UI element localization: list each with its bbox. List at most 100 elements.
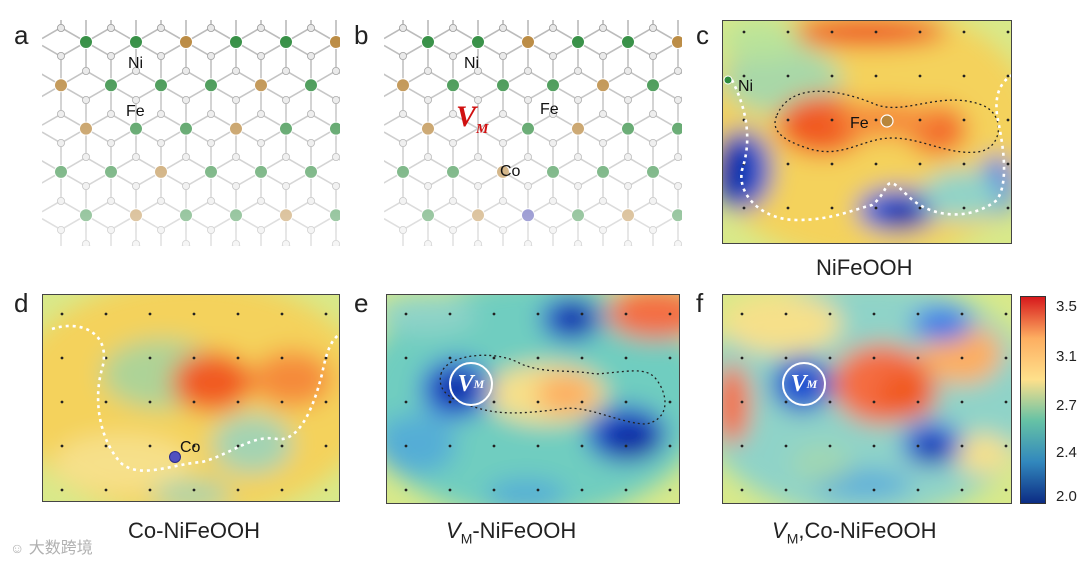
grid-dot — [668, 488, 672, 492]
map-blob — [152, 479, 232, 502]
grid-dot — [324, 312, 328, 316]
grid-dot — [104, 312, 108, 316]
grid-dot — [60, 400, 64, 404]
panel-label-a: a — [14, 20, 29, 50]
grid-dot — [668, 444, 672, 448]
grid-dot — [830, 30, 834, 34]
grid-dot — [148, 488, 152, 492]
grid-dot — [784, 444, 788, 448]
grid-dot — [192, 356, 196, 360]
grid-dot — [536, 444, 540, 448]
ni-atom-marker — [723, 75, 733, 85]
grid-dot — [960, 488, 964, 492]
fe-label-b: Fe — [540, 101, 559, 118]
vacancy-subscript: M — [476, 122, 489, 137]
map-blob — [922, 170, 1002, 220]
grid-dot — [786, 74, 790, 78]
watermark: ☺ 大数跨境 — [10, 534, 93, 558]
grid-dot — [916, 356, 920, 360]
colorbar-tick-1: 3.1 — [1056, 348, 1077, 365]
map-frame — [42, 294, 340, 502]
map-blob — [912, 306, 972, 342]
vacancy-badge-f-sub: M — [806, 376, 818, 391]
map-blob — [556, 305, 592, 333]
panel-label-b: b — [354, 20, 369, 50]
map-blob — [777, 95, 867, 155]
grid-dot — [148, 444, 152, 448]
grid-dot — [236, 488, 240, 492]
grid-dot — [280, 312, 284, 316]
grid-dot — [1004, 488, 1008, 492]
grid-dot — [962, 162, 966, 166]
vacancy-badge-e-sub: M — [473, 376, 485, 391]
map-blob — [536, 374, 596, 414]
grid-dot — [536, 400, 540, 404]
grid-dot — [624, 400, 628, 404]
grid-dot — [740, 312, 744, 316]
map-blob — [880, 201, 924, 229]
grid-dot — [404, 488, 408, 492]
map-frame — [722, 20, 1012, 244]
caption-f: VM,Co-NiFeOOH — [772, 518, 936, 546]
grid-dot — [916, 400, 920, 404]
grid-dot — [1004, 312, 1008, 316]
grid-dot — [962, 30, 966, 34]
grid-dot-group — [60, 312, 328, 492]
grid-dot — [324, 400, 328, 404]
grid-dot — [1006, 206, 1010, 210]
map-panel-d — [42, 294, 340, 502]
grid-dot — [536, 356, 540, 360]
grid-dot — [324, 356, 328, 360]
grid-dot — [1004, 444, 1008, 448]
grid-dot — [830, 118, 834, 122]
grid-dot — [404, 312, 408, 316]
grid-dot — [492, 444, 496, 448]
map-blob-group — [722, 294, 1012, 504]
grid-dot — [148, 312, 152, 316]
grid-dot — [236, 356, 240, 360]
lattice-panel-b — [384, 20, 682, 246]
grid-dot — [60, 444, 64, 448]
grid-dot — [1006, 74, 1010, 78]
grid-dot — [828, 444, 832, 448]
grid-dot — [324, 488, 328, 492]
grid-dot — [60, 488, 64, 492]
map-blob-group — [386, 294, 680, 504]
grid-dot — [448, 356, 452, 360]
grid-dot — [104, 444, 108, 448]
grid-dot — [492, 400, 496, 404]
grid-dot — [828, 400, 832, 404]
map-blob — [386, 294, 476, 334]
ni-label-b: Ni — [464, 55, 480, 72]
grid-dot — [192, 312, 196, 316]
map-blob — [603, 421, 659, 457]
grid-dot — [448, 400, 452, 404]
caption-e: VM-NiFeOOH — [446, 518, 576, 546]
grid-dot — [448, 488, 452, 492]
colorbar-tick-0: 3.5 — [1056, 298, 1077, 315]
grid-dot — [280, 488, 284, 492]
grid-dot — [668, 400, 672, 404]
grid-dot — [872, 488, 876, 492]
grid-dot — [668, 312, 672, 316]
map-blob — [722, 364, 750, 444]
caption-e-sub: M — [460, 530, 473, 547]
caption-f-sub: M — [786, 530, 799, 547]
vacancy-symbol: V — [456, 100, 477, 133]
map-blob — [606, 294, 680, 339]
fe-atom-marker — [880, 114, 894, 128]
grid-dot — [828, 488, 832, 492]
grid-dot — [918, 30, 922, 34]
grid-dot — [960, 444, 964, 448]
grid-dot — [740, 488, 744, 492]
fade-overlay — [384, 20, 682, 246]
colorbar — [1020, 296, 1046, 504]
grid-dot — [104, 400, 108, 404]
grid-dot — [148, 356, 152, 360]
grid-dot — [962, 74, 966, 78]
panel-label-e: e — [354, 288, 369, 318]
watermark-icon: ☺ — [10, 540, 25, 556]
grid-dot — [492, 356, 496, 360]
caption-c: NiFeOOH — [816, 255, 913, 280]
grid-dot — [448, 312, 452, 316]
